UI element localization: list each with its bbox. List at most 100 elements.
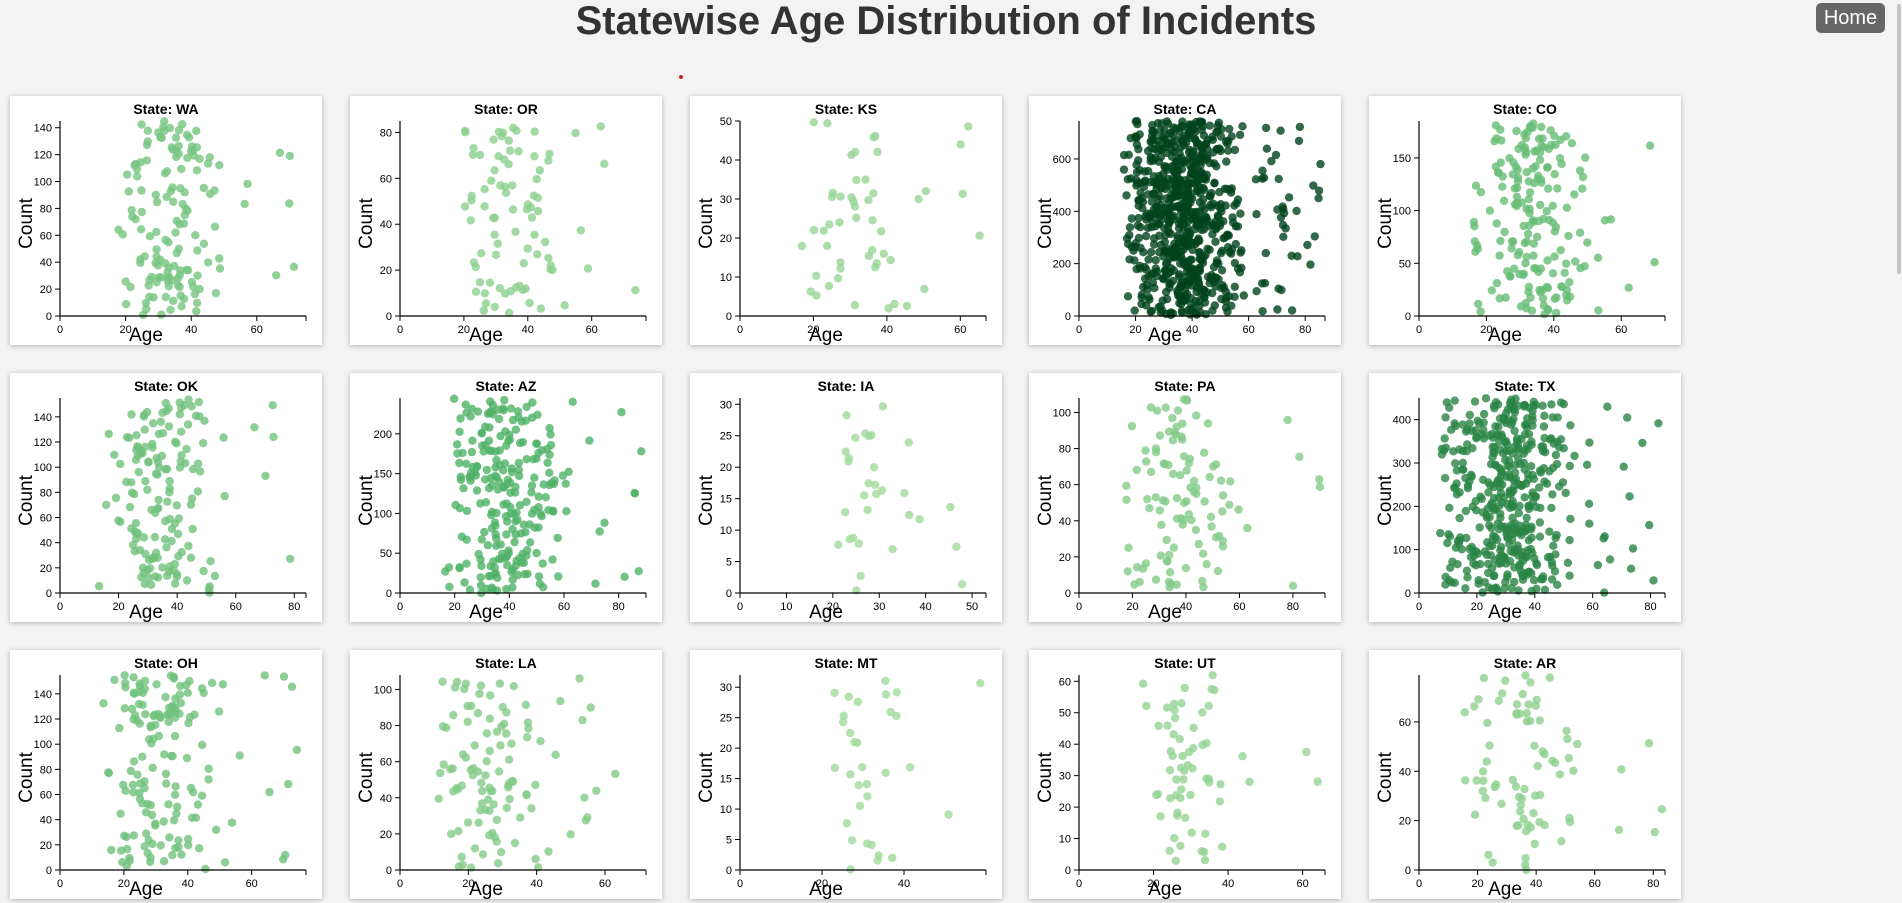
scatter-point — [118, 858, 127, 867]
scatter-point — [174, 281, 183, 290]
chart-panel: State: OH 0 20 40 60 0 20 40 60 80 100 120 140 Age Cou… — [10, 650, 322, 899]
scatter-point — [1274, 174, 1283, 184]
scatter-point — [171, 228, 180, 237]
scatter-point — [1565, 571, 1574, 580]
scatter-point — [502, 708, 511, 717]
scatter-point — [455, 458, 464, 468]
scrollbar-track[interactable] — [1896, 0, 1902, 903]
scatter-point — [1555, 770, 1565, 779]
chart-title: State: CA — [1153, 101, 1216, 117]
scatter-point — [1467, 426, 1477, 436]
scatter-point — [1451, 421, 1460, 431]
scatter-point — [1144, 255, 1153, 264]
scatter-point — [477, 428, 486, 438]
scatter-point — [1552, 530, 1561, 540]
chart-title: State: AZ — [476, 378, 537, 394]
scatter-point — [173, 802, 182, 811]
y-tick-label: 0 — [386, 865, 392, 877]
scatter-point — [495, 284, 504, 293]
home-button[interactable]: Home — [1816, 3, 1885, 33]
scatter-point — [1127, 214, 1136, 223]
scatter-point — [261, 471, 270, 481]
scatter-point — [1499, 196, 1509, 205]
scatter-point — [129, 673, 138, 682]
scatter-point — [1485, 741, 1494, 750]
scatter-point — [140, 777, 149, 786]
scatter-point — [182, 753, 192, 763]
scatter-point — [1134, 233, 1144, 243]
scatter-point — [1535, 155, 1545, 165]
chart-title: State: IA — [818, 378, 875, 394]
scatter-point — [1123, 292, 1133, 301]
scatter-point — [1163, 703, 1172, 712]
scatter-point — [495, 679, 504, 688]
scatter-point — [94, 581, 104, 591]
scatter-point — [868, 216, 877, 225]
scrollbar-thumb[interactable] — [1897, 4, 1901, 274]
scatter-point — [839, 711, 848, 720]
y-tick-label: 140 — [34, 412, 52, 424]
scatter-point — [1141, 231, 1151, 241]
scatter-point — [1193, 277, 1203, 286]
scatter-point — [562, 507, 571, 516]
scatter-point — [1593, 253, 1603, 262]
scatter-point — [493, 859, 503, 868]
y-tick-label: 50 — [720, 116, 732, 128]
point-group — [434, 674, 620, 872]
scatter-point — [458, 448, 467, 458]
scatter-point — [1210, 178, 1219, 187]
scatter-point — [1556, 398, 1566, 407]
scatter-point — [1548, 490, 1557, 499]
scatter-point — [1473, 416, 1482, 425]
scatter-point — [1156, 184, 1166, 193]
x-tick-label: 0 — [1076, 601, 1082, 613]
scatter-point — [1451, 459, 1460, 468]
x-tick-label: 30 — [873, 601, 885, 613]
y-tick-label: 0 — [1405, 588, 1411, 600]
scatter-point — [468, 150, 478, 159]
x-tick-label: 60 — [1243, 324, 1255, 336]
chart-title: State: OK — [134, 378, 198, 394]
scatter-point — [1535, 716, 1544, 725]
scatter-point — [1481, 793, 1490, 803]
scatter-point — [854, 781, 863, 790]
scatter-point — [1537, 442, 1546, 451]
scatter-point — [124, 187, 133, 196]
scatter-point — [1520, 238, 1530, 248]
y-tick-label: 25 — [720, 431, 732, 443]
scatter-point — [149, 734, 158, 743]
scatter-point — [905, 510, 914, 520]
y-tick-label: 140 — [34, 689, 52, 701]
y-axis-label: Count — [16, 474, 37, 525]
scatter-point — [1222, 157, 1231, 166]
scatter-point — [516, 813, 525, 822]
y-axis-label: Count — [696, 751, 717, 802]
scatter-point — [284, 779, 293, 789]
scatter-point — [292, 745, 302, 755]
scatter-point — [1197, 117, 1207, 127]
scatter-point — [127, 478, 136, 487]
scatter-point — [514, 471, 524, 481]
scatter-point — [1216, 248, 1226, 258]
x-axis-label: Age — [129, 325, 163, 345]
scatter-point — [1504, 456, 1514, 465]
scatter-point — [1442, 398, 1451, 407]
scatter-point — [1146, 248, 1156, 257]
x-axis-label: Age — [469, 325, 503, 345]
scatter-point — [138, 799, 147, 808]
scatter-point — [855, 801, 865, 811]
scatter-point — [915, 515, 924, 524]
scatter-point — [1578, 184, 1587, 193]
y-axis-label: Count — [1035, 751, 1056, 802]
scatter-point — [490, 166, 499, 175]
point-group — [1436, 394, 1663, 597]
scatter-point — [1539, 422, 1549, 431]
x-tick-label: 0 — [57, 324, 63, 336]
y-tick-label: 30 — [1059, 771, 1071, 783]
scatter-point — [1551, 550, 1560, 559]
scatter-point — [1537, 122, 1546, 132]
scatter-point — [1512, 192, 1522, 201]
scatter-point — [1605, 555, 1615, 564]
scatter-point — [482, 729, 492, 738]
